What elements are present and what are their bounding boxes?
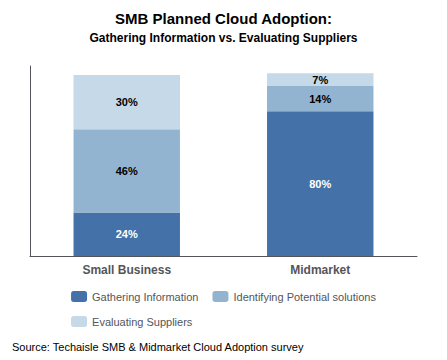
svg-text:7%: 7% [312,74,328,86]
svg-text:Evaluating Suppliers: Evaluating Suppliers [92,316,193,328]
svg-text:Identifying Potential solution: Identifying Potential solutions [233,291,376,303]
svg-text:SMB Planned Cloud Adoption:: SMB Planned Cloud Adoption: [115,10,332,27]
svg-text:30%: 30% [116,96,138,108]
svg-text:24%: 24% [116,228,138,240]
svg-text:Gathering Information vs. Eval: Gathering Information vs. Evaluating Sup… [89,31,357,45]
svg-text:Small Business: Small Business [82,263,171,277]
svg-text:14%: 14% [309,93,331,105]
svg-text:Midmarket: Midmarket [290,263,350,277]
svg-text:80%: 80% [309,178,331,190]
svg-text:46%: 46% [116,165,138,177]
svg-text:Gathering Information: Gathering Information [92,291,198,303]
svg-text:Source: Techaisle SMB & Midmar: Source: Techaisle SMB & Midmarket Cloud … [12,341,304,353]
